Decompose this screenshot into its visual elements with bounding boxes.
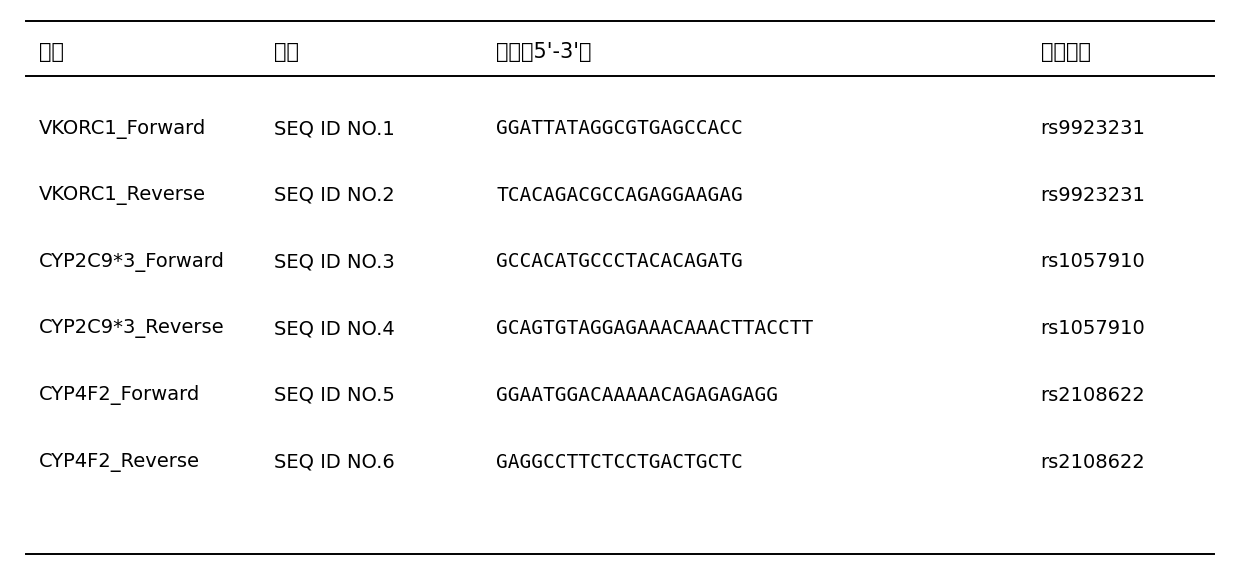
Text: SEQ ID NO.1: SEQ ID NO.1 xyxy=(274,119,394,138)
Text: rs1057910: rs1057910 xyxy=(1040,252,1146,272)
Text: GGATTATAGGCGTGAGCCACC: GGATTATAGGCGTGAGCCACC xyxy=(496,119,743,138)
Text: VKORC1_Reverse: VKORC1_Reverse xyxy=(38,186,206,204)
Text: rs9923231: rs9923231 xyxy=(1040,186,1146,204)
Text: 序列（5'-3'）: 序列（5'-3'） xyxy=(496,42,591,62)
Text: rs1057910: rs1057910 xyxy=(1040,319,1146,338)
Text: SEQ ID NO.2: SEQ ID NO.2 xyxy=(274,186,394,204)
Text: VKORC1_Forward: VKORC1_Forward xyxy=(38,119,206,139)
Text: SEQ ID NO.3: SEQ ID NO.3 xyxy=(274,252,394,272)
Text: GAGGCCTTCTCCTGACTGCTC: GAGGCCTTCTCCTGACTGCTC xyxy=(496,453,743,471)
Text: 编号: 编号 xyxy=(274,42,299,62)
Text: 针对位点: 针对位点 xyxy=(1040,42,1091,62)
Text: CYP4F2_Reverse: CYP4F2_Reverse xyxy=(38,453,200,471)
Text: CYP2C9*3_Forward: CYP2C9*3_Forward xyxy=(38,252,224,272)
Text: CYP4F2_Forward: CYP4F2_Forward xyxy=(38,385,200,406)
Text: GCAGTGTAGGAGAAACAAACTTACCTT: GCAGTGTAGGAGAAACAAACTTACCTT xyxy=(496,319,813,338)
Text: rs2108622: rs2108622 xyxy=(1040,386,1146,405)
Text: rs2108622: rs2108622 xyxy=(1040,453,1146,471)
Text: 名称: 名称 xyxy=(38,42,63,62)
Text: SEQ ID NO.4: SEQ ID NO.4 xyxy=(274,319,394,338)
Text: CYP2C9*3_Reverse: CYP2C9*3_Reverse xyxy=(38,319,224,338)
Text: TCACAGACGCCAGAGGAAGAG: TCACAGACGCCAGAGGAAGAG xyxy=(496,186,743,204)
Text: GGAATGGACAAAAACAGAGAGAGG: GGAATGGACAAAAACAGAGAGAGG xyxy=(496,386,779,405)
Text: SEQ ID NO.6: SEQ ID NO.6 xyxy=(274,453,394,471)
Text: GCCACATGCCCTACACAGATG: GCCACATGCCCTACACAGATG xyxy=(496,252,743,272)
Text: rs9923231: rs9923231 xyxy=(1040,119,1146,138)
Text: SEQ ID NO.5: SEQ ID NO.5 xyxy=(274,386,394,405)
